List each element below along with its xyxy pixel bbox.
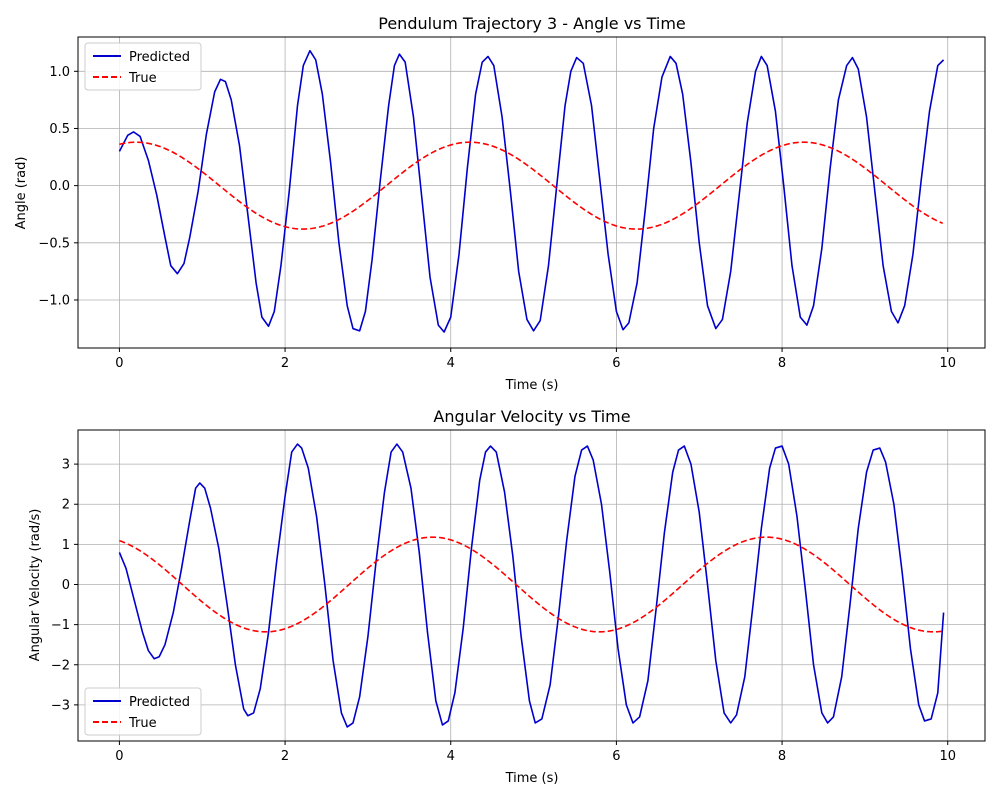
- angle-y-axis-label: Angle (rad): [14, 157, 29, 230]
- velocity-x-tick-label: 2: [281, 749, 289, 764]
- angle-legend-predicted-label: Predicted: [129, 50, 190, 65]
- angle-chart-title: Pendulum Trajectory 3 - Angle vs Time: [378, 14, 686, 33]
- velocity-x-axis-label: Time (s): [505, 771, 559, 786]
- velocity-y-tick-label: 2: [62, 498, 70, 513]
- velocity-plot-frame: [77, 429, 986, 742]
- angle-series-true-line: [119, 141, 944, 230]
- angle-x-tick-label: 8: [778, 356, 786, 371]
- velocity-x-tick-label: 8: [778, 749, 786, 764]
- velocity-x-tick-label: 10: [939, 749, 956, 764]
- velocity-subplot: Angular Velocity vs Time 0 2 4 6 8 10 −3 −2 −1 0 1…: [28, 407, 986, 786]
- velocity-y-tick-label: −3: [51, 698, 70, 713]
- velocity-y-tick-label: −2: [51, 658, 70, 673]
- angle-legend: Predicted True: [84, 42, 202, 91]
- angle-subplot: Pendulum Trajectory 3 - Angle vs Time 0 2…: [14, 14, 986, 393]
- angle-series: [118, 49, 945, 333]
- velocity-y-tick-label: 0: [62, 578, 70, 593]
- velocity-legend: Predicted True: [84, 687, 202, 736]
- velocity-legend-box: [84, 687, 202, 736]
- velocity-series: [118, 443, 945, 728]
- angle-series-predicted-line: [118, 49, 945, 333]
- velocity-x-tick-label: 0: [115, 749, 123, 764]
- angle-y-tick-label: −1.0: [38, 293, 70, 308]
- angle-y-tick-label: −0.5: [38, 236, 70, 251]
- velocity-ticks: 0 2 4 6 8 10 −3 −2 −1 0 1 2 3: [51, 458, 956, 764]
- angle-y-tick-label: 0.0: [49, 179, 70, 194]
- velocity-x-tick-label: 4: [447, 749, 455, 764]
- angle-x-tick-label: 6: [612, 356, 620, 371]
- angle-plot-frame: [77, 36, 986, 349]
- velocity-y-axis-label: Angular Velocity (rad/s): [28, 509, 43, 662]
- angle-ticks: 0 2 4 6 8 10 −1.0 −0.5 0.0 0.5 1.0: [38, 65, 956, 371]
- velocity-x-tick-label: 6: [612, 749, 620, 764]
- velocity-grid: [78, 430, 985, 741]
- velocity-y-tick-label: 3: [62, 458, 70, 473]
- angle-y-tick-label: 0.5: [49, 122, 70, 137]
- angle-x-tick-label: 0: [115, 356, 123, 371]
- angle-x-tick-label: 2: [281, 356, 289, 371]
- velocity-y-tick-label: −1: [51, 618, 70, 633]
- angle-grid: [78, 37, 985, 348]
- angle-legend-box: [84, 42, 202, 91]
- velocity-legend-predicted-label: Predicted: [129, 695, 190, 710]
- angle-y-tick-label: 1.0: [49, 65, 70, 80]
- velocity-chart-title: Angular Velocity vs Time: [433, 407, 630, 426]
- angle-x-axis-label: Time (s): [505, 378, 559, 393]
- angle-x-tick-label: 10: [939, 356, 956, 371]
- velocity-legend-true-label: True: [128, 716, 157, 731]
- angle-x-tick-label: 4: [447, 356, 455, 371]
- velocity-series-predicted-line: [118, 443, 945, 728]
- velocity-y-tick-label: 1: [62, 538, 70, 553]
- angle-legend-true-label: True: [128, 71, 157, 86]
- velocity-series-true-line: [119, 536, 943, 633]
